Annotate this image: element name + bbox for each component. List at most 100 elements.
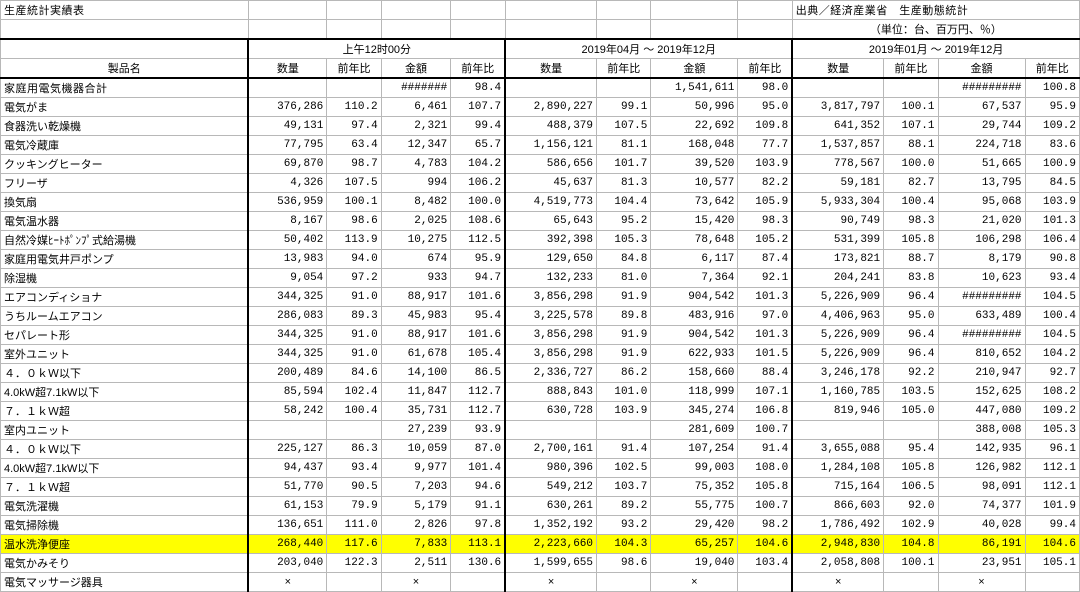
data-cell [505, 78, 596, 98]
data-cell: 549,212 [505, 478, 596, 497]
data-cell: 6,117 [651, 250, 738, 269]
data-cell: 4,326 [248, 174, 326, 193]
data-cell: 104.6 [1025, 535, 1079, 554]
data-cell: 1,599,655 [505, 554, 596, 573]
data-cell: 101.0 [597, 383, 651, 402]
data-cell: 4,406,963 [792, 307, 883, 326]
data-cell: 86.2 [597, 364, 651, 383]
data-cell: 63.4 [327, 136, 381, 155]
data-cell: 106.5 [884, 478, 938, 497]
data-cell: 113.1 [451, 535, 505, 554]
data-cell: 78,648 [651, 231, 738, 250]
product-name-cell: 電気温水器 [1, 212, 249, 231]
data-cell: 40,028 [938, 516, 1025, 535]
data-cell: 84.8 [597, 250, 651, 269]
data-cell: 8,167 [248, 212, 326, 231]
subcol-header: 数量 [505, 59, 596, 79]
data-cell: 19,040 [651, 554, 738, 573]
data-cell: 2,223,660 [505, 535, 596, 554]
product-name-cell: ４．０ｋＷ以下 [1, 364, 249, 383]
data-cell: 95.0 [884, 307, 938, 326]
subcol-header: 前年比 [451, 59, 505, 79]
data-cell: 97.0 [738, 307, 792, 326]
data-cell: 23,951 [938, 554, 1025, 573]
data-cell: 61,678 [381, 345, 451, 364]
data-cell: 7,833 [381, 535, 451, 554]
data-cell: 101.3 [738, 288, 792, 307]
data-cell: 92.2 [884, 364, 938, 383]
product-name-cell: 室内ユニット [1, 421, 249, 440]
product-name-cell: 換気扇 [1, 193, 249, 212]
data-cell: 10,275 [381, 231, 451, 250]
data-cell: 2,025 [381, 212, 451, 231]
data-cell: 15,420 [651, 212, 738, 231]
data-cell: 91.9 [597, 345, 651, 364]
data-cell: 1,160,785 [792, 383, 883, 402]
data-cell: 104.5 [1025, 288, 1079, 307]
data-cell: 344,325 [248, 345, 326, 364]
product-name-cell: 家庭用電気機器合計 [1, 78, 249, 98]
data-cell: 39,520 [651, 155, 738, 174]
data-cell: 103.7 [597, 478, 651, 497]
data-cell: 65,257 [651, 535, 738, 554]
data-cell: 105.1 [1025, 554, 1079, 573]
data-cell: 132,233 [505, 269, 596, 288]
product-name-cell: 食器洗い乾燥機 [1, 117, 249, 136]
data-cell [597, 573, 651, 592]
data-cell: 98.3 [884, 212, 938, 231]
data-cell: 810,652 [938, 345, 1025, 364]
data-cell: 1,537,857 [792, 136, 883, 155]
data-cell: 93.4 [1025, 269, 1079, 288]
data-cell: 101.3 [1025, 212, 1079, 231]
data-cell: 27,239 [381, 421, 451, 440]
product-name-cell: 自然冷媒ﾋｰﾄﾎﾟﾝﾌﾟ式給湯機 [1, 231, 249, 250]
data-cell: 112.1 [1025, 459, 1079, 478]
data-cell: 81.1 [597, 136, 651, 155]
data-cell: 101.6 [451, 326, 505, 345]
data-cell: 112.1 [1025, 478, 1079, 497]
product-name-cell: 電気掃除機 [1, 516, 249, 535]
data-cell: 81.0 [597, 269, 651, 288]
data-cell [1025, 573, 1079, 592]
data-cell: 715,164 [792, 478, 883, 497]
subcol-header: 数量 [792, 59, 883, 79]
data-cell: 81.3 [597, 174, 651, 193]
data-cell: 29,744 [938, 117, 1025, 136]
product-name-cell: 除湿機 [1, 269, 249, 288]
data-cell: 98.2 [738, 516, 792, 535]
product-name-cell: エアコンディショナ [1, 288, 249, 307]
data-cell: 5,933,304 [792, 193, 883, 212]
data-cell: 100.1 [884, 554, 938, 573]
data-cell: 98.4 [451, 78, 505, 98]
data-cell: 101.7 [597, 155, 651, 174]
data-cell: 50,996 [651, 98, 738, 117]
data-cell: 86.3 [327, 440, 381, 459]
data-cell: 674 [381, 250, 451, 269]
data-cell: 88.4 [738, 364, 792, 383]
data-cell: 95,068 [938, 193, 1025, 212]
period-header-1: 上午12时00分 [248, 39, 505, 59]
data-cell: 3,225,578 [505, 307, 596, 326]
subcol-header: 金額 [651, 59, 738, 79]
period-header-2: 2019年04月 ～ 2019年12月 [505, 39, 792, 59]
data-cell: 1,541,611 [651, 78, 738, 98]
product-name-cell: ７．１ｋＷ超 [1, 478, 249, 497]
data-cell: 112.5 [451, 231, 505, 250]
subcol-header: 前年比 [597, 59, 651, 79]
data-cell: 100.0 [451, 193, 505, 212]
data-cell: 77,795 [248, 136, 326, 155]
data-cell: 85,594 [248, 383, 326, 402]
data-cell: 109.2 [1025, 117, 1079, 136]
product-name-cell: 家庭用電気井戸ポンプ [1, 250, 249, 269]
data-cell: 4,519,773 [505, 193, 596, 212]
product-name-cell: 電気かみそり [1, 554, 249, 573]
data-cell: 110.2 [327, 98, 381, 117]
data-cell: 102.4 [327, 383, 381, 402]
subcol-header: 金額 [938, 59, 1025, 79]
data-cell: 904,542 [651, 326, 738, 345]
data-cell: 88,917 [381, 326, 451, 345]
data-cell: 95.0 [738, 98, 792, 117]
data-cell: 95.4 [884, 440, 938, 459]
data-cell: 95.9 [451, 250, 505, 269]
product-name-cell: 電気マッサージ器具 [1, 573, 249, 592]
